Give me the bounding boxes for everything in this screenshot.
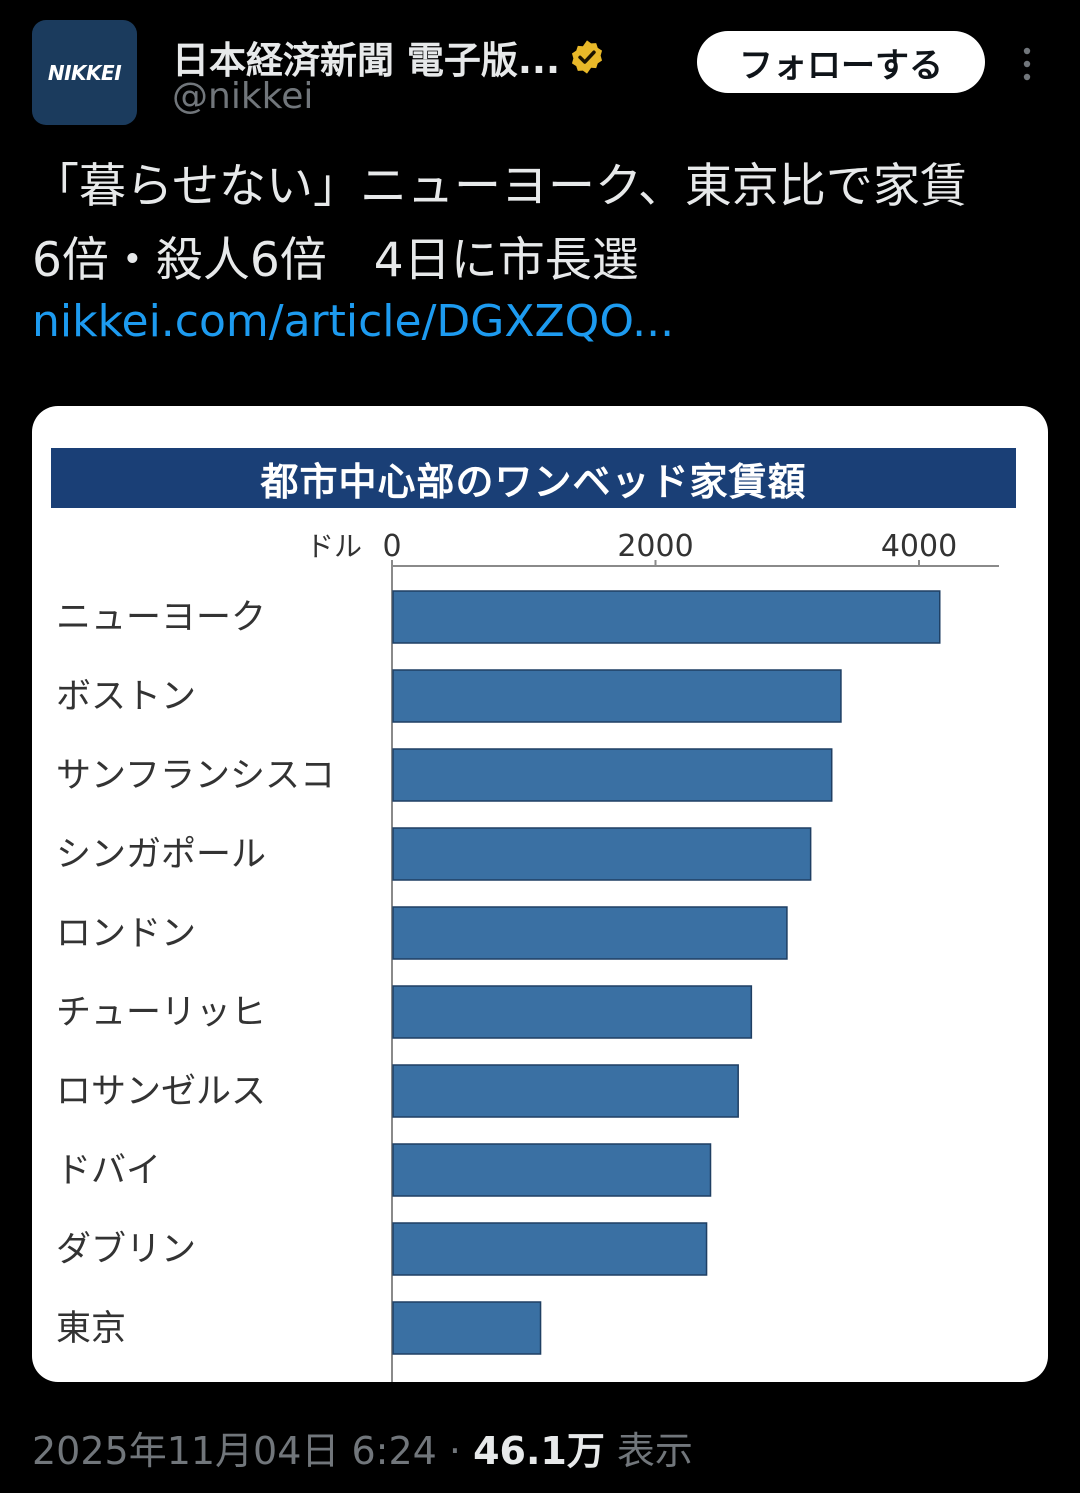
verified-badge-icon xyxy=(572,40,603,74)
category-label: ボストン xyxy=(56,677,196,717)
article-link[interactable]: nikkei.com/article/DGXZQO... xyxy=(32,296,675,347)
x-tick-label: 2000 xyxy=(617,529,693,564)
handle[interactable]: @nikkei xyxy=(172,76,314,117)
tweet-text: 「暮らせない」ニューヨーク、東京比で家賃 6倍・殺人6倍 4日に市長選 xyxy=(32,150,1042,298)
bar xyxy=(392,590,941,644)
bar xyxy=(392,985,753,1039)
view-count: 46.1万 xyxy=(473,1429,605,1473)
category-label: ロサンゼルス xyxy=(56,1072,266,1112)
category-label: ロンドン xyxy=(56,914,196,954)
avatar[interactable]: NIKKEI xyxy=(32,20,137,125)
tweet-meta: 2025年11月04日 6:24 · 46.1万 表示 xyxy=(32,1420,693,1475)
category-label: 東京 xyxy=(56,1309,126,1349)
avatar-logo-text: NIKKEI xyxy=(47,60,122,85)
timestamp[interactable]: 2025年11月04日 6:24 xyxy=(32,1429,437,1473)
chart-title: 都市中心部のワンベッド家賃額 xyxy=(260,459,807,504)
bar xyxy=(392,1301,542,1355)
bar xyxy=(392,1064,739,1118)
bar xyxy=(392,669,842,723)
more-options-icon[interactable] xyxy=(1017,45,1037,85)
tweet-text-line-1: 「暮らせない」ニューヨーク、東京比で家賃 xyxy=(32,159,967,214)
category-label: ドバイ xyxy=(56,1151,161,1191)
chart-title-bar: 都市中心部のワンベッド家賃額 xyxy=(51,448,1016,508)
bar xyxy=(392,1143,712,1197)
category-label: サンフランシスコ xyxy=(56,756,335,796)
axis-unit-label: ドル xyxy=(306,530,362,563)
follow-button[interactable]: フォローする xyxy=(697,31,985,93)
name-row: 日本経済新聞 電子版... xyxy=(172,30,606,84)
chart-image-card[interactable]: 都市中心部のワンベッド家賃額 ドル 0 2000 4000 ニューヨーク ボストンサンフラ… xyxy=(32,406,1048,1382)
tweet-text-line-2: 6倍・殺人6倍 4日に市長選 xyxy=(32,233,639,288)
category-label: チューリッヒ xyxy=(56,993,266,1033)
x-tick-label: 0 xyxy=(382,529,401,564)
category-label: シンガポール xyxy=(56,835,266,875)
tweet-header: NIKKEI 日本経済新聞 電子版... @nikkei フォローする xyxy=(32,20,1048,126)
bar xyxy=(392,827,812,881)
meta-separator: · xyxy=(436,1429,474,1473)
x-tick-label: 4000 xyxy=(881,529,957,564)
rent-bar-chart: ドル 0 2000 4000 ニューヨークボストンサンフランシスコシンガポールロンドンチ… xyxy=(56,529,999,1382)
category-label: ニューヨーク xyxy=(56,598,266,638)
bar xyxy=(392,1222,708,1276)
bar xyxy=(392,906,788,960)
bar xyxy=(392,748,833,802)
display-name[interactable]: 日本経済新聞 電子版... xyxy=(172,39,561,82)
category-label: ダブリン xyxy=(56,1230,196,1270)
view-count-label: 表示 xyxy=(604,1429,693,1473)
